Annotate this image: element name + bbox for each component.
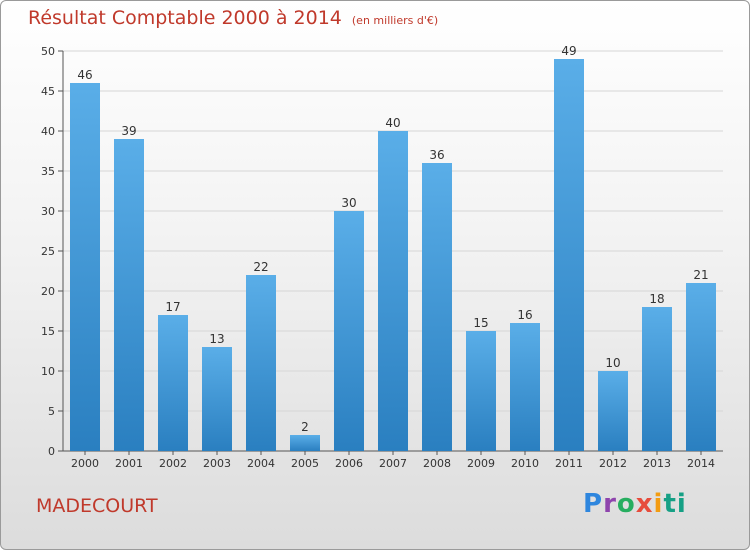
chart-unit-note: (en milliers d'€) — [351, 14, 439, 27]
y-tick-label: 30 — [41, 205, 55, 218]
y-tick-label: 40 — [41, 125, 55, 138]
bar-2010 — [510, 323, 540, 451]
data-label-2008: 36 — [429, 148, 444, 162]
logo-letter: P — [583, 489, 604, 519]
y-tick-label: 10 — [41, 365, 55, 378]
bar-2004 — [246, 275, 276, 451]
x-tick-label: 2011 — [555, 457, 583, 470]
data-label-2001: 39 — [121, 124, 136, 138]
data-label-2003: 13 — [209, 332, 224, 346]
y-tick-label: 25 — [41, 245, 55, 258]
bar-2003 — [202, 347, 232, 451]
data-label-2002: 17 — [165, 300, 180, 314]
proxiti-logo: Proxiti — [583, 489, 687, 519]
data-label-2000: 46 — [77, 68, 92, 82]
x-tick-label: 2003 — [203, 457, 231, 470]
x-tick-label: 2007 — [379, 457, 407, 470]
bar-2001 — [114, 139, 144, 451]
bar-2013 — [642, 307, 672, 451]
data-label-2006: 30 — [341, 196, 356, 210]
x-tick-label: 2004 — [247, 457, 275, 470]
x-tick-label: 2013 — [643, 457, 671, 470]
bar-2002 — [158, 315, 188, 451]
logo-letter: r — [603, 489, 617, 519]
data-label-2009: 15 — [473, 316, 488, 330]
x-tick-label: 2001 — [115, 457, 143, 470]
bar-2009 — [466, 331, 496, 451]
x-tick-label: 2010 — [511, 457, 539, 470]
logo-letter: i — [653, 489, 664, 519]
x-tick-label: 2014 — [687, 457, 715, 470]
chart-title: Résultat Comptable 2000 à 2014 (en millie… — [28, 7, 438, 29]
bar-2014 — [686, 283, 716, 451]
bar-2008 — [422, 163, 452, 451]
data-label-2004: 22 — [253, 260, 268, 274]
bar-2011 — [554, 59, 584, 451]
bar-2005 — [290, 435, 320, 451]
x-tick-label: 2000 — [71, 457, 99, 470]
x-tick-label: 2008 — [423, 457, 451, 470]
city-name: MADECOURT — [36, 495, 158, 517]
logo-letter: ti — [663, 489, 687, 519]
data-label-2012: 10 — [605, 356, 620, 370]
x-tick-label: 2005 — [291, 457, 319, 470]
y-tick-label: 0 — [48, 445, 55, 458]
y-tick-label: 5 — [48, 405, 55, 418]
y-tick-label: 35 — [41, 165, 55, 178]
y-tick-label: 20 — [41, 285, 55, 298]
data-label-2014: 21 — [693, 268, 708, 282]
logo-letter: o — [616, 489, 636, 519]
x-tick-label: 2006 — [335, 457, 363, 470]
x-tick-label: 2002 — [159, 457, 187, 470]
data-label-2010: 16 — [517, 308, 532, 322]
logo-letter: x — [635, 489, 654, 519]
x-tick-label: 2009 — [467, 457, 495, 470]
y-tick-label: 50 — [41, 45, 55, 58]
bar-2000 — [70, 83, 100, 451]
x-tick-label: 2012 — [599, 457, 627, 470]
data-label-2013: 18 — [649, 292, 664, 306]
bar-2007 — [378, 131, 408, 451]
bar-2012 — [598, 371, 628, 451]
chart-title-text: Résultat Comptable 2000 à 2014 — [28, 7, 342, 29]
data-label-2007: 40 — [385, 116, 400, 130]
bar-2006 — [334, 211, 364, 451]
y-tick-label: 15 — [41, 325, 55, 338]
data-label-2005: 2 — [301, 420, 309, 434]
y-tick-label: 45 — [41, 85, 55, 98]
data-label-2011: 49 — [561, 44, 576, 58]
